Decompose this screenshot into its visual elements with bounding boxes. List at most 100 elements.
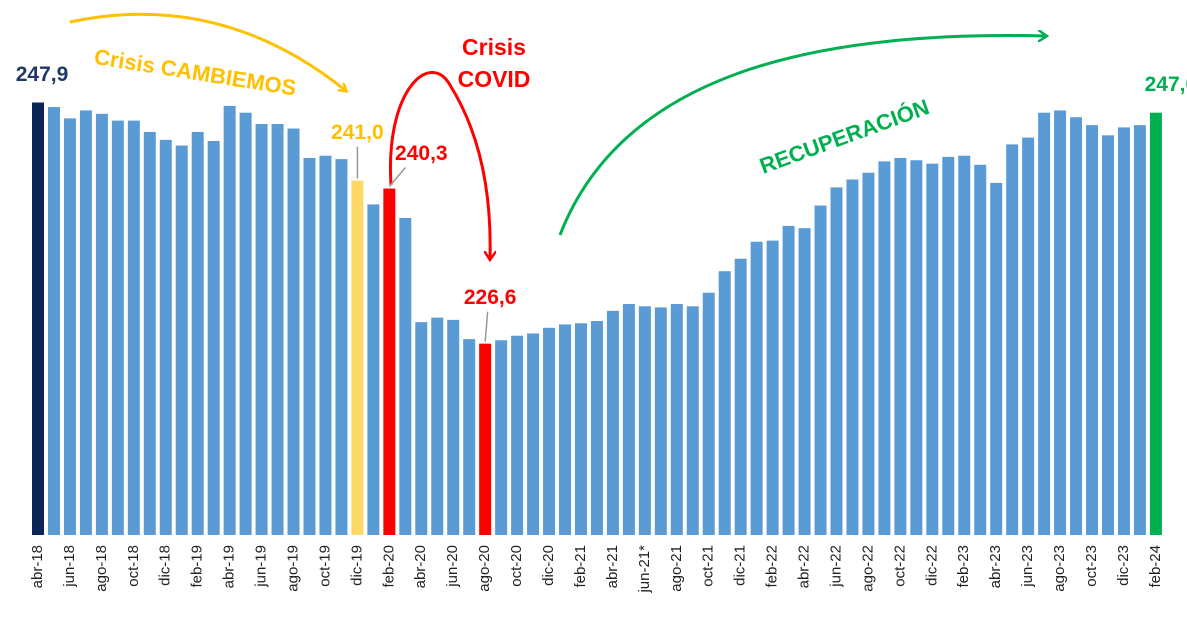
- bar: [1038, 112, 1051, 536]
- bar: [990, 182, 1003, 536]
- x-tick-label: jun-18: [61, 545, 78, 588]
- bar: [191, 131, 204, 536]
- x-tick-label: ago-23: [1051, 545, 1068, 592]
- bar: [846, 179, 859, 535]
- bar: [686, 306, 699, 535]
- bar: [175, 145, 188, 535]
- x-tick-label: oct-20: [508, 545, 525, 587]
- arrow: [69, 12, 345, 90]
- arrow: [388, 71, 490, 258]
- bar: [798, 228, 811, 536]
- bar: [1022, 137, 1035, 535]
- x-tick-label: feb-24: [1147, 545, 1164, 588]
- x-tick-label: feb-19: [189, 545, 206, 588]
- bar: [287, 128, 300, 535]
- x-tick-label: ago-18: [93, 545, 110, 592]
- x-tick-label: dic-22: [923, 545, 940, 586]
- bar: [319, 155, 332, 535]
- bar: [910, 160, 923, 535]
- bar: [431, 317, 444, 535]
- bar: [47, 107, 60, 535]
- x-tick-label: abr-20: [412, 545, 429, 588]
- bar: [239, 112, 252, 536]
- x-tick-label: oct-19: [316, 545, 333, 587]
- bar: [958, 155, 971, 535]
- leader-line: [484, 311, 489, 342]
- bar: [1006, 144, 1019, 535]
- bar: [207, 140, 220, 535]
- bar: [559, 324, 572, 535]
- bar: [750, 241, 763, 536]
- x-tick-label: ago-20: [476, 545, 493, 592]
- x-tick-label: jun-23: [1019, 545, 1036, 588]
- x-tick-label: ago-22: [859, 545, 876, 592]
- annotation: COVID: [458, 66, 531, 92]
- bar: [511, 335, 524, 535]
- bar: [894, 157, 907, 535]
- bar: [527, 333, 540, 535]
- annotation: Crisis CAMBIEMOS: [92, 44, 298, 101]
- bar: [463, 339, 476, 535]
- bar: [32, 102, 44, 536]
- bar: [974, 164, 987, 535]
- x-tick-label: jun-19: [253, 545, 270, 588]
- arrow: [558, 36, 1045, 236]
- bar: [638, 306, 651, 535]
- x-tick-label: dic-23: [1115, 545, 1132, 586]
- bar: [1054, 110, 1067, 536]
- bar: [926, 163, 939, 535]
- bar: [303, 157, 316, 535]
- bar: [271, 124, 284, 536]
- bar: [1133, 125, 1146, 536]
- annotation: Crisis: [462, 34, 526, 60]
- bar: [862, 172, 875, 535]
- bar: [702, 292, 715, 535]
- bar: [814, 205, 827, 536]
- leader-line: [388, 167, 406, 188]
- bar: [606, 310, 619, 535]
- bar: [351, 180, 364, 535]
- bar: [590, 321, 603, 535]
- x-tick-label: dic-19: [348, 545, 365, 586]
- bar: [830, 187, 843, 535]
- bar: [878, 161, 891, 536]
- bar: [1101, 135, 1114, 535]
- bar: [1117, 127, 1130, 536]
- x-tick-label: abr-23: [987, 545, 1004, 588]
- value-label: 247,9: [16, 63, 69, 86]
- value-label: 247,0: [1145, 73, 1187, 96]
- bar: [367, 204, 380, 535]
- bar: [574, 323, 587, 535]
- x-tick-label: ago-21: [668, 545, 685, 592]
- bar: [79, 110, 92, 536]
- x-tick-label: dic-18: [157, 545, 174, 586]
- bar: [415, 322, 428, 535]
- bar: [383, 188, 396, 535]
- bar: [127, 120, 140, 535]
- x-tick-label: jun-22: [827, 545, 844, 588]
- x-tick-label: oct-21: [700, 545, 717, 587]
- x-tick-label: dic-21: [732, 545, 749, 586]
- bar: [111, 120, 124, 535]
- bar: [335, 159, 348, 535]
- bar: [1086, 125, 1099, 536]
- value-label: 241,0: [331, 121, 384, 144]
- x-tick-label: jun-20: [444, 545, 461, 588]
- bar: [447, 319, 460, 535]
- x-tick-label: feb-20: [380, 545, 397, 588]
- x-tick-label: oct-18: [125, 545, 142, 587]
- x-tick-label: oct-23: [1083, 545, 1100, 587]
- x-tick-label: jun-21*: [636, 545, 653, 594]
- x-tick-label: feb-23: [955, 545, 972, 588]
- x-tick-label: abr-18: [29, 545, 46, 588]
- bar: [495, 340, 508, 535]
- bar: [143, 131, 156, 536]
- bar: [479, 343, 492, 535]
- bar: [95, 113, 108, 535]
- bar: [63, 118, 76, 535]
- bar: [255, 124, 268, 536]
- bar: [543, 327, 556, 535]
- bar: [718, 271, 731, 535]
- x-tick-label: oct-22: [891, 545, 908, 587]
